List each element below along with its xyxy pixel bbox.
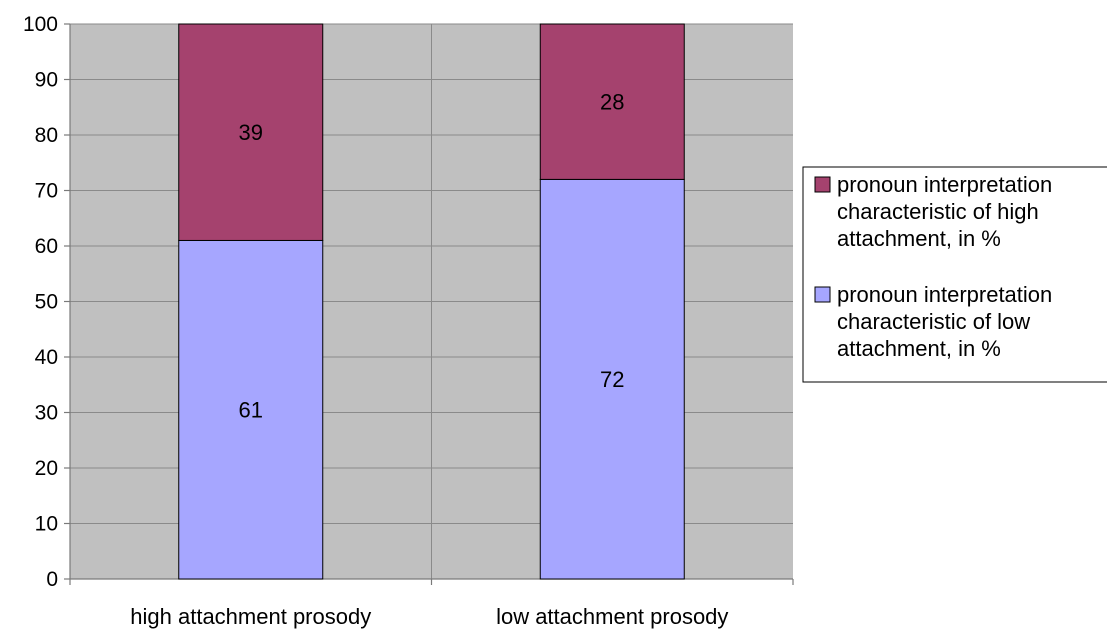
bar-segment — [539, 178, 685, 580]
legend-label-line: pronoun interpretation — [837, 282, 1052, 307]
legend-label-line: attachment, in % — [837, 336, 1001, 361]
bar-value-label: 28 — [600, 90, 624, 115]
legend-label-line: characteristic of high — [837, 199, 1039, 224]
axes: 0 10 20 30 40 50 60 70 80 90 100 high attachment pr… — [23, 13, 794, 629]
y-tick-label: 70 — [35, 180, 58, 203]
bar-segment — [178, 23, 324, 241]
y-tick-label: 20 — [35, 457, 58, 480]
y-tick-label: 0 — [46, 568, 58, 591]
legend-label-line: pronoun interpretation — [837, 172, 1052, 197]
y-tick-label: 80 — [35, 124, 58, 147]
x-category-label: low attachment prosody — [496, 604, 728, 629]
legend: pronoun interpretation characteristic of … — [802, 166, 1107, 383]
bar-segment — [539, 23, 685, 180]
legend-label-line: characteristic of low — [837, 309, 1030, 334]
legend-swatch — [814, 286, 831, 303]
bar-value-label: 39 — [239, 120, 263, 145]
legend-label: pronoun interpretation characteristic of … — [837, 282, 1052, 361]
bars — [178, 23, 685, 580]
y-tick-label: 60 — [35, 235, 58, 258]
legend-frame — [802, 166, 1107, 383]
bar-value-label: 72 — [600, 367, 624, 392]
legend-label: pronoun interpretation characteristic of … — [837, 172, 1052, 251]
legend-swatch — [814, 176, 831, 193]
data-labels: 61 39 72 28 — [239, 90, 625, 423]
y-tick-label: 90 — [35, 69, 58, 92]
y-tick-label: 40 — [35, 346, 58, 369]
y-tick-label: 50 — [35, 291, 58, 314]
bar-segment — [178, 239, 324, 580]
bar-value-label: 61 — [239, 398, 263, 423]
y-tick-label: 10 — [35, 513, 58, 536]
y-tick-label: 100 — [23, 13, 58, 36]
y-tick-label: 30 — [35, 402, 58, 425]
legend-label-line: attachment, in % — [837, 226, 1001, 251]
x-category-label: high attachment prosody — [130, 604, 371, 629]
